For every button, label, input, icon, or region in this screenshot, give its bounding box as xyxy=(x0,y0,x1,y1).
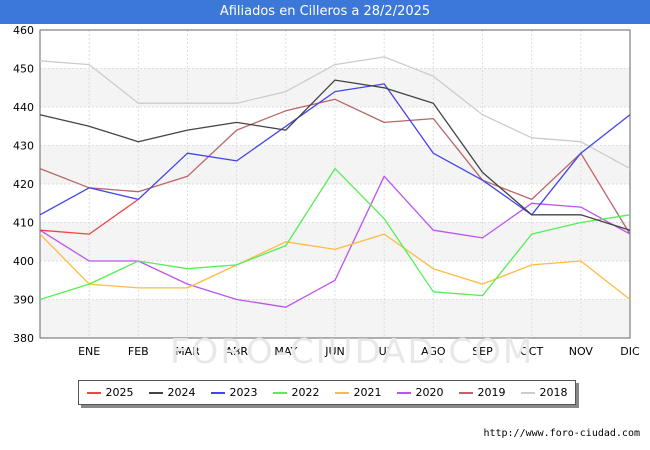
series-line-2022 xyxy=(39,167,631,301)
series-line-2021 xyxy=(39,233,631,301)
legend-label: 2023 xyxy=(229,386,258,399)
y-tick-label: 420 xyxy=(13,178,34,191)
legend-item-2022: 2022 xyxy=(272,386,320,399)
y-tick-label: 460 xyxy=(13,24,34,37)
legend-swatch xyxy=(458,391,473,394)
series-line-2019 xyxy=(39,98,631,235)
legend-swatch xyxy=(272,391,287,394)
x-tick-label: ENE xyxy=(78,345,100,358)
x-tick-label: MAY xyxy=(274,345,297,358)
source-link[interactable]: http://www.foro-ciudad.com xyxy=(483,428,640,439)
y-tick-label: 380 xyxy=(13,332,34,345)
legend-label: 2021 xyxy=(353,386,382,399)
y-tick-label: 390 xyxy=(13,294,34,307)
legend-item-2021: 2021 xyxy=(334,386,382,399)
x-tick-label: JUL xyxy=(374,345,393,358)
legend: 2025 2024 2023 2022 2021 2020 2019 2018 xyxy=(78,380,576,405)
legend-item-2019: 2019 xyxy=(458,386,506,399)
legend-item-2020: 2020 xyxy=(396,386,444,399)
legend-swatch xyxy=(210,391,225,394)
y-tick-label: 450 xyxy=(13,63,34,76)
x-tick-label: SEP xyxy=(472,345,493,358)
legend-label: 2019 xyxy=(477,386,506,399)
y-tick-label: 410 xyxy=(13,217,34,230)
series-line-2018 xyxy=(39,56,631,170)
legend-item-2025: 2025 xyxy=(86,386,134,399)
legend-swatch xyxy=(86,391,101,394)
x-tick-label: OCT xyxy=(520,345,543,358)
chart-title: Afiliados en Cilleros a 28/2/2025 xyxy=(0,0,650,24)
legend-swatch xyxy=(148,391,163,394)
series-line-2024 xyxy=(39,79,631,231)
plot-frame xyxy=(39,29,631,339)
x-tick-label: DIC xyxy=(620,345,640,358)
x-tick-label: ABR xyxy=(225,345,248,358)
legend-item-2018: 2018 xyxy=(520,386,568,399)
legend-swatch xyxy=(520,391,535,394)
series-line-2025 xyxy=(39,198,139,235)
watermark: FORO-CIUDAD.COM xyxy=(170,332,535,372)
x-tick-label: AGO xyxy=(421,345,446,358)
legend-item-2023: 2023 xyxy=(210,386,258,399)
legend-label: 2022 xyxy=(291,386,320,399)
x-tick-label: FEB xyxy=(128,345,149,358)
y-tick-label: 440 xyxy=(13,101,34,114)
x-tick-label: JUN xyxy=(324,345,345,358)
legend-swatch xyxy=(334,391,349,394)
x-tick-label: NOV xyxy=(569,345,594,358)
x-tick-label: MAR xyxy=(175,345,200,358)
legend-label: 2018 xyxy=(539,386,568,399)
legend-swatch xyxy=(396,391,411,394)
legend-label: 2020 xyxy=(415,386,444,399)
legend-label: 2025 xyxy=(105,386,134,399)
legend-label: 2024 xyxy=(167,386,196,399)
legend-item-2024: 2024 xyxy=(148,386,196,399)
y-tick-label: 400 xyxy=(13,255,34,268)
y-tick-label: 430 xyxy=(13,140,34,153)
